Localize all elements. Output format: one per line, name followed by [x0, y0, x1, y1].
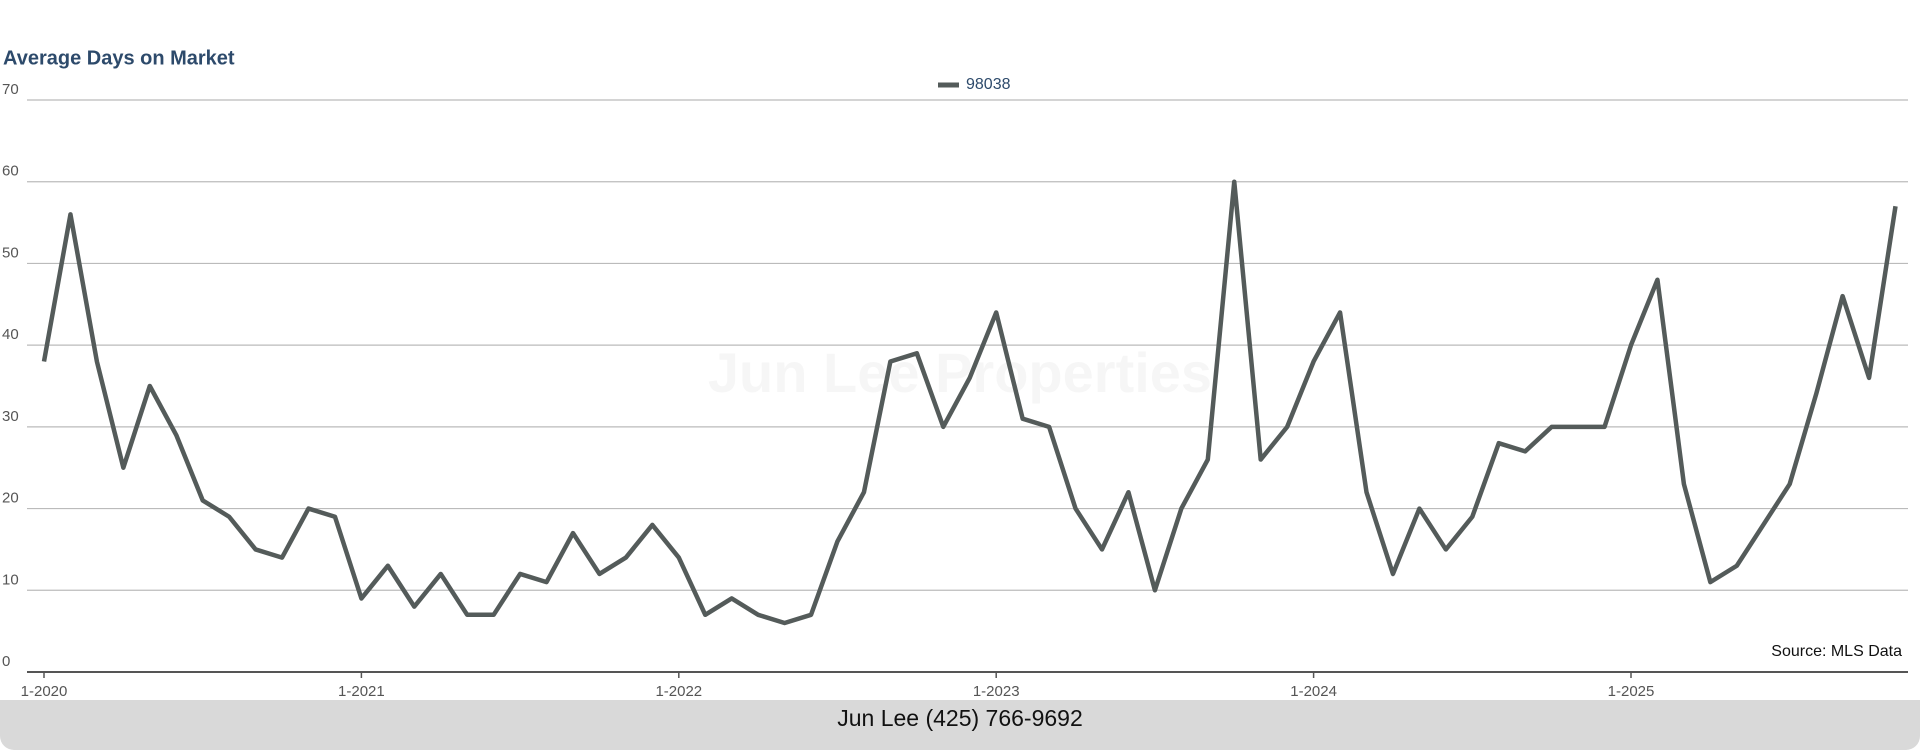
footer-band-top	[0, 700, 1920, 720]
y-tick-label: 30	[2, 408, 19, 425]
footer-text: Jun Lee (425) 766-9692	[837, 705, 1083, 731]
y-tick-label: 60	[2, 163, 19, 180]
x-tick-label: 1-2022	[655, 683, 702, 700]
x-tick-label: 1-2020	[21, 683, 68, 700]
x-tick-label: 1-2023	[973, 683, 1020, 700]
y-tick-label: 50	[2, 244, 19, 261]
y-tick-label: 40	[2, 326, 19, 343]
legend-label: 98038	[966, 76, 1011, 93]
x-tick-label: 1-2024	[1290, 683, 1337, 700]
source-note: Source: MLS Data	[1771, 643, 1902, 660]
y-tick-label: 70	[2, 81, 19, 98]
chart-title: Average Days on Market	[3, 47, 235, 69]
y-tick-label: 10	[2, 571, 19, 588]
x-tick-label: 1-2025	[1608, 683, 1655, 700]
line-series	[41, 179, 1898, 626]
y-tick-label: 20	[2, 490, 19, 507]
x-tick-label: 1-2021	[338, 683, 385, 700]
y-tick-label: 0	[2, 653, 10, 670]
